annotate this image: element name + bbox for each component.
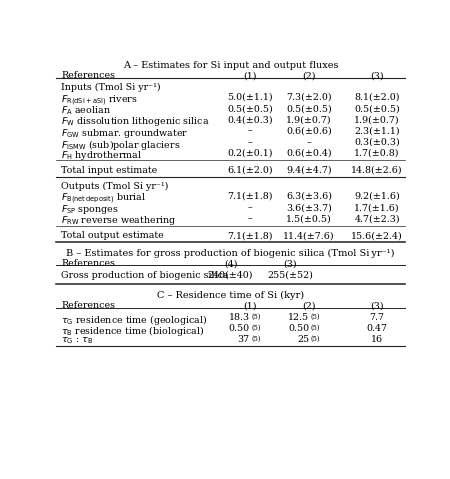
Text: $\tau_\mathrm{B}$ residence time (biological): $\tau_\mathrm{B}$ residence time (biolog… [62,324,205,338]
Text: 240(±40): 240(±40) [208,271,253,280]
Text: 9.4(±4.7): 9.4(±4.7) [286,166,332,175]
Text: $F_{\mathrm{A}}$ aeolian: $F_{\mathrm{A}}$ aeolian [62,104,112,117]
Text: $F_{\mathrm{RW}}$ reverse weathering: $F_{\mathrm{RW}}$ reverse weathering [62,215,177,228]
Text: 0.5(±0.5): 0.5(±0.5) [227,104,273,113]
Text: 0.47: 0.47 [367,324,387,333]
Text: 0.4(±0.3): 0.4(±0.3) [227,115,273,125]
Text: (1): (1) [243,71,256,80]
Text: $\tau_\mathrm{G}$ : $\tau_\mathrm{B}$: $\tau_\mathrm{G}$ : $\tau_\mathrm{B}$ [62,335,94,346]
Text: Inputs (Tmol Si yr⁻¹): Inputs (Tmol Si yr⁻¹) [62,82,161,91]
Text: (2): (2) [302,301,316,310]
Text: (5): (5) [311,313,320,321]
Text: 9.2(±1.6): 9.2(±1.6) [354,192,400,201]
Text: A – Estimates for Si input and output fluxes: A – Estimates for Si input and output fl… [123,61,338,70]
Text: $F_{\mathrm{GW}}$ submar. groundwater: $F_{\mathrm{GW}}$ submar. groundwater [62,126,189,139]
Text: $F_{\mathrm{H}}$ hydrothermal: $F_{\mathrm{H}}$ hydrothermal [62,149,143,162]
Text: (5): (5) [252,313,261,321]
Text: 0.50: 0.50 [229,324,250,333]
Text: $F_{\mathrm{R(dSi+aSi)}}$ rivers: $F_{\mathrm{R(dSi+aSi)}}$ rivers [62,93,138,108]
Text: Gross production of biogenic silica: Gross production of biogenic silica [62,271,229,280]
Text: –: – [248,215,252,223]
Text: (3): (3) [283,259,297,268]
Text: 11.4(±7.6): 11.4(±7.6) [284,231,335,240]
Text: 15.6(±2.4): 15.6(±2.4) [351,231,403,240]
Text: (5): (5) [252,324,261,332]
Text: 6.1(±2.0): 6.1(±2.0) [227,166,273,175]
Text: 0.50: 0.50 [288,324,309,333]
Text: (2): (2) [302,71,316,80]
Text: $\tau_\mathrm{G}$ residence time (geological): $\tau_\mathrm{G}$ residence time (geolog… [62,313,208,327]
Text: References: References [62,301,116,310]
Text: 7.3(±2.0): 7.3(±2.0) [286,93,332,102]
Text: –: – [248,138,252,147]
Text: 0.6(±0.6): 0.6(±0.6) [286,126,332,136]
Text: –: – [248,203,252,212]
Text: B – Estimates for gross production of biogenic silica (Tmol Si yr⁻¹): B – Estimates for gross production of bi… [67,249,395,258]
Text: (1): (1) [243,301,256,310]
Text: 255(±52): 255(±52) [267,271,313,280]
Text: Total output estimate: Total output estimate [62,231,164,240]
Text: Outputs (Tmol Si yr⁻¹): Outputs (Tmol Si yr⁻¹) [62,182,169,191]
Text: 16: 16 [371,335,383,344]
Text: 37: 37 [238,335,250,344]
Text: $F_{\mathrm{B(net\,deposit)}}$ burial: $F_{\mathrm{B(net\,deposit)}}$ burial [62,192,147,206]
Text: 14.8(±2.6): 14.8(±2.6) [351,166,403,175]
Text: 7.7: 7.7 [369,313,385,322]
Text: 7.1(±1.8): 7.1(±1.8) [227,192,273,201]
Text: References: References [62,259,116,268]
Text: (4): (4) [224,259,238,268]
Text: 0.5(±0.5): 0.5(±0.5) [286,104,332,113]
Text: (3): (3) [370,301,384,310]
Text: 12.5: 12.5 [288,313,309,322]
Text: $F_{\mathrm{SP}}$ sponges: $F_{\mathrm{SP}}$ sponges [62,203,119,216]
Text: (3): (3) [370,71,384,80]
Text: 0.5(±0.5): 0.5(±0.5) [354,104,400,113]
Text: 1.9(±0.7): 1.9(±0.7) [286,115,332,125]
Text: 5.0(±1.1): 5.0(±1.1) [227,93,273,102]
Text: References: References [62,71,116,80]
Text: 1.9(±0.7): 1.9(±0.7) [354,115,400,125]
Text: $F_{\mathrm{ISMW}}$ (sub)polar glaciers: $F_{\mathrm{ISMW}}$ (sub)polar glaciers [62,138,181,152]
Text: –: – [248,126,252,136]
Text: (5): (5) [311,335,320,343]
Text: –: – [307,138,311,147]
Text: 3.6(±3.7): 3.6(±3.7) [286,203,332,212]
Text: 8.1(±2.0): 8.1(±2.0) [354,93,400,102]
Text: Total input estimate: Total input estimate [62,166,158,175]
Text: 1.7(±1.6): 1.7(±1.6) [354,203,400,212]
Text: 2.3(±1.1): 2.3(±1.1) [354,126,400,136]
Text: 7.1(±1.8): 7.1(±1.8) [227,231,273,240]
Text: 1.5(±0.5): 1.5(±0.5) [286,215,332,223]
Text: 1.7(±0.8): 1.7(±0.8) [354,149,400,158]
Text: 25: 25 [297,335,309,344]
Text: 18.3: 18.3 [229,313,250,322]
Text: 6.3(±3.6): 6.3(±3.6) [286,192,332,201]
Text: 4.7(±2.3): 4.7(±2.3) [354,215,400,223]
Text: $F_{\mathrm{W}}$ dissolution lithogenic silica: $F_{\mathrm{W}}$ dissolution lithogenic … [62,115,210,128]
Text: C – Residence time of Si (kyr): C – Residence time of Si (kyr) [157,291,304,300]
Text: 0.6(±0.4): 0.6(±0.4) [286,149,332,158]
Text: (5): (5) [252,335,261,343]
Text: 0.3(±0.3): 0.3(±0.3) [354,138,400,147]
Text: (5): (5) [311,324,320,332]
Text: 0.2(±0.1): 0.2(±0.1) [227,149,273,158]
